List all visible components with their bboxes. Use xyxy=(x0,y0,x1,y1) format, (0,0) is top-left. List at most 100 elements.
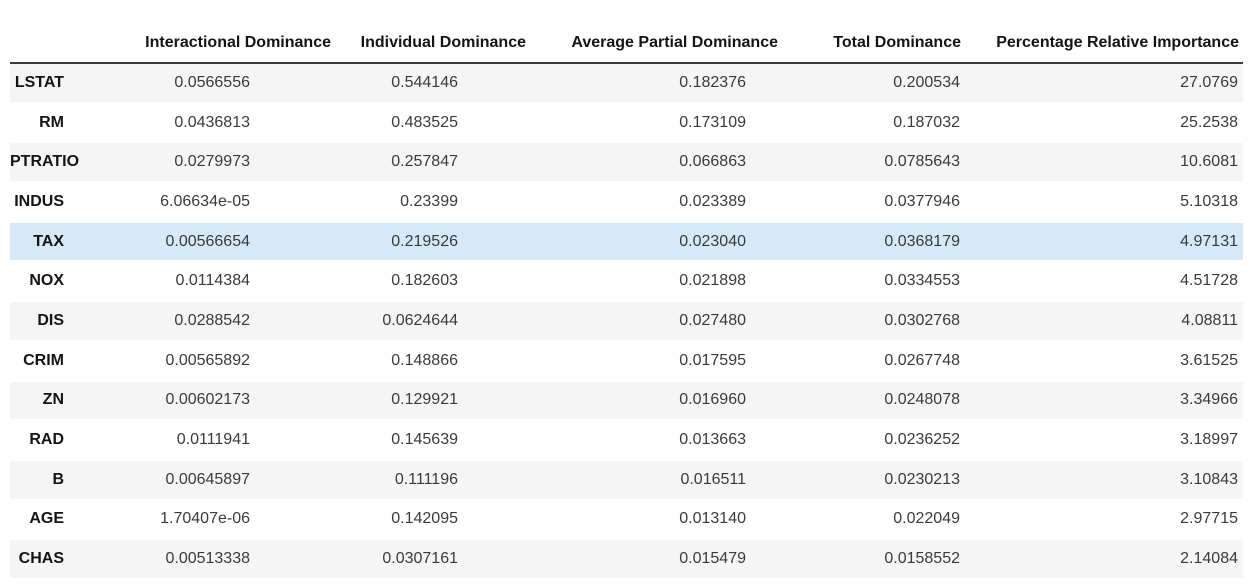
dominance-table: Interactional Dominance Individual Domin… xyxy=(10,24,1243,580)
cell-value: 0.0288542 xyxy=(90,301,335,342)
cell-value: 25.2538 xyxy=(965,102,1243,144)
cell-value: 0.111196 xyxy=(335,459,530,501)
cell-value: 0.0236252 xyxy=(782,420,965,461)
row-label: AGE xyxy=(10,499,90,541)
cell-value: 3.18997 xyxy=(965,420,1243,461)
cell-value: 0.182376 xyxy=(530,63,782,104)
row-label: CHAS xyxy=(10,539,90,580)
cell-value: 0.0785643 xyxy=(782,142,965,184)
row-label: INDUS xyxy=(10,182,90,223)
cell-value: 1.70407e-06 xyxy=(90,499,335,541)
cell-value: 0.00602173 xyxy=(90,380,335,422)
index-corner-header xyxy=(10,24,90,64)
column-header-average-partial-dominance: Average Partial Dominance xyxy=(530,24,782,64)
cell-value: 0.0368179 xyxy=(782,221,965,263)
cell-value: 0.0279973 xyxy=(90,142,335,184)
column-header-interactional-dominance: Interactional Dominance xyxy=(90,24,335,64)
cell-value: 2.97715 xyxy=(965,499,1243,541)
row-label: RAD xyxy=(10,420,90,461)
table-row-rm[interactable]: RM 0.0436813 0.483525 0.173109 0.187032 25.25… xyxy=(10,102,1243,144)
table-row-b[interactable]: B 0.00645897 0.111196 0.016511 0.0230213 3.10… xyxy=(10,459,1243,501)
cell-value: 0.0307161 xyxy=(335,539,530,580)
table-row-zn[interactable]: ZN 0.00602173 0.129921 0.016960 0.0248078 3.3… xyxy=(10,380,1243,422)
cell-value: 0.023040 xyxy=(530,221,782,263)
row-label: TAX xyxy=(10,221,90,263)
cell-value: 0.257847 xyxy=(335,142,530,184)
cell-value: 0.219526 xyxy=(335,221,530,263)
table-row-rad[interactable]: RAD 0.0111941 0.145639 0.013663 0.0236252 3.1… xyxy=(10,420,1243,461)
table-row-age[interactable]: AGE 1.70407e-06 0.142095 0.013140 0.022049 2.… xyxy=(10,499,1243,541)
cell-value: 4.97131 xyxy=(965,221,1243,263)
cell-value: 0.013663 xyxy=(530,420,782,461)
table-row-dis[interactable]: DIS 0.0288542 0.0624644 0.027480 0.0302768 4.… xyxy=(10,301,1243,342)
row-label: CRIM xyxy=(10,340,90,382)
cell-value: 0.022049 xyxy=(782,499,965,541)
table-row-crim[interactable]: CRIM 0.00565892 0.148866 0.017595 0.0267748 3… xyxy=(10,340,1243,382)
cell-value: 0.0111941 xyxy=(90,420,335,461)
cell-value: 0.0230213 xyxy=(782,459,965,501)
cell-value: 0.187032 xyxy=(782,102,965,144)
table-header-row: Interactional Dominance Individual Domin… xyxy=(10,24,1243,64)
column-header-total-dominance: Total Dominance xyxy=(782,24,965,64)
cell-value: 0.0436813 xyxy=(90,102,335,144)
row-label: RM xyxy=(10,102,90,144)
table-row-lstat[interactable]: LSTAT 0.0566556 0.544146 0.182376 0.200534 27… xyxy=(10,63,1243,104)
cell-value: 0.00645897 xyxy=(90,459,335,501)
row-label: ZN xyxy=(10,380,90,422)
cell-value: 3.61525 xyxy=(965,340,1243,382)
cell-value: 0.016960 xyxy=(530,380,782,422)
cell-value: 0.0377946 xyxy=(782,182,965,223)
cell-value: 0.173109 xyxy=(530,102,782,144)
table-body: LSTAT 0.0566556 0.544146 0.182376 0.200534 27… xyxy=(10,63,1243,580)
cell-value: 0.066863 xyxy=(530,142,782,184)
cell-value: 0.0624644 xyxy=(335,301,530,342)
column-header-percentage-relative-importance: Percentage Relative Importance xyxy=(965,24,1243,64)
cell-value: 6.06634e-05 xyxy=(90,182,335,223)
column-header-individual-dominance: Individual Dominance xyxy=(335,24,530,64)
cell-value: 0.0114384 xyxy=(90,261,335,303)
cell-value: 0.0248078 xyxy=(782,380,965,422)
cell-value: 0.00513338 xyxy=(90,539,335,580)
cell-value: 0.200534 xyxy=(782,63,965,104)
row-label: LSTAT xyxy=(10,63,90,104)
cell-value: 5.10318 xyxy=(965,182,1243,223)
table-row-chas[interactable]: CHAS 0.00513338 0.0307161 0.015479 0.0158552… xyxy=(10,539,1243,580)
cell-value: 0.015479 xyxy=(530,539,782,580)
cell-value: 0.027480 xyxy=(530,301,782,342)
cell-value: 0.017595 xyxy=(530,340,782,382)
cell-value: 3.34966 xyxy=(965,380,1243,422)
table-row-tax[interactable]: TAX 0.00566654 0.219526 0.023040 0.0368179 4.… xyxy=(10,221,1243,263)
cell-value: 0.021898 xyxy=(530,261,782,303)
cell-value: 0.0267748 xyxy=(782,340,965,382)
row-label: DIS xyxy=(10,301,90,342)
row-label: PTRATIO xyxy=(10,142,90,184)
cell-value: 0.0334553 xyxy=(782,261,965,303)
table-row-indus[interactable]: INDUS 6.06634e-05 0.23399 0.023389 0.0377946… xyxy=(10,182,1243,223)
cell-value: 0.23399 xyxy=(335,182,530,223)
cell-value: 0.00566654 xyxy=(90,221,335,263)
cell-value: 4.51728 xyxy=(965,261,1243,303)
table-row-nox[interactable]: NOX 0.0114384 0.182603 0.021898 0.0334553 4.5… xyxy=(10,261,1243,303)
cell-value: 0.0566556 xyxy=(90,63,335,104)
cell-value: 2.14084 xyxy=(965,539,1243,580)
cell-value: 4.08811 xyxy=(965,301,1243,342)
cell-value: 0.013140 xyxy=(530,499,782,541)
cell-value: 0.129921 xyxy=(335,380,530,422)
cell-value: 0.182603 xyxy=(335,261,530,303)
cell-value: 0.544146 xyxy=(335,63,530,104)
table-row-ptratio[interactable]: PTRATIO 0.0279973 0.257847 0.066863 0.078564… xyxy=(10,142,1243,184)
cell-value: 0.148866 xyxy=(335,340,530,382)
cell-value: 0.016511 xyxy=(530,459,782,501)
cell-value: 0.0302768 xyxy=(782,301,965,342)
cell-value: 10.6081 xyxy=(965,142,1243,184)
cell-value: 0.483525 xyxy=(335,102,530,144)
cell-value: 0.142095 xyxy=(335,499,530,541)
cell-value: 0.023389 xyxy=(530,182,782,223)
row-label: B xyxy=(10,459,90,501)
cell-value: 0.00565892 xyxy=(90,340,335,382)
row-label: NOX xyxy=(10,261,90,303)
cell-value: 0.0158552 xyxy=(782,539,965,580)
cell-value: 3.10843 xyxy=(965,459,1243,501)
cell-value: 27.0769 xyxy=(965,63,1243,104)
